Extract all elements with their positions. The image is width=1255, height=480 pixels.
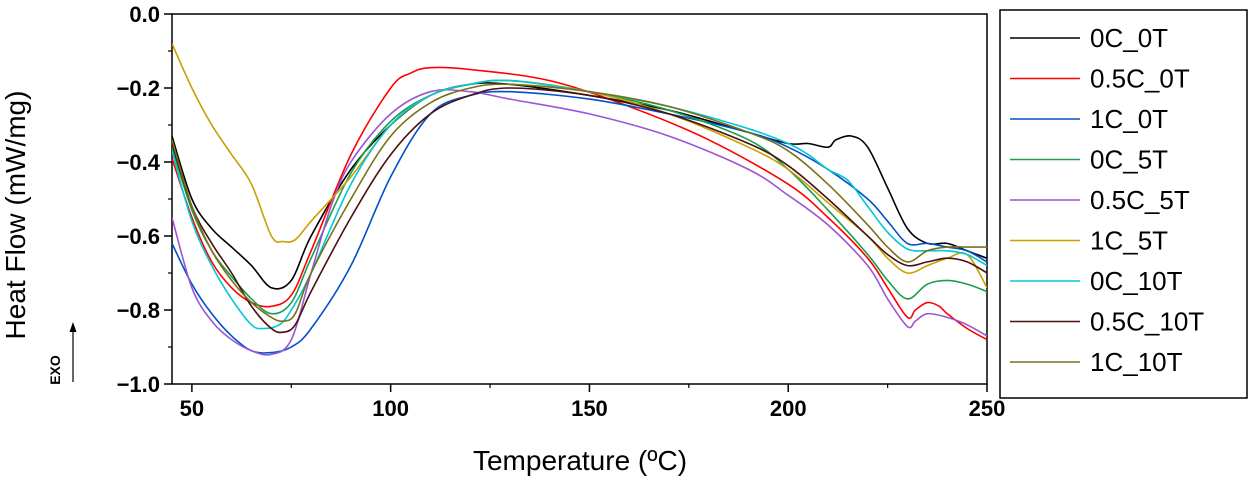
- y-tick-label: 0.0: [129, 2, 160, 27]
- legend-box: [999, 9, 1248, 399]
- y-tick-label: −0.2: [117, 76, 160, 101]
- legend-label: 0C_10T: [1090, 266, 1183, 296]
- y-tick-label: −1.0: [117, 372, 160, 397]
- series-line-1: [172, 66, 987, 341]
- series-line-6: [172, 79, 987, 330]
- series-lines: [172, 43, 987, 356]
- exo-arrow-head-icon: [69, 322, 77, 332]
- y-axis-title: Heat Flow (mW/mg): [0, 91, 31, 340]
- plot-frame: [171, 13, 988, 385]
- y-tick-label: −0.4: [117, 150, 161, 175]
- x-tick-label: 150: [571, 396, 608, 421]
- series-line-7: [172, 87, 987, 334]
- legend-label: 1C_0T: [1090, 104, 1168, 134]
- series-line-8: [172, 83, 987, 323]
- legend-label: 0.5C_0T: [1090, 64, 1190, 94]
- x-tick-label: 100: [372, 396, 409, 421]
- legend-label: 1C_5T: [1090, 226, 1168, 256]
- series-line-4: [172, 88, 987, 356]
- exo-indicator: EXO: [47, 322, 77, 385]
- exo-label: EXO: [47, 355, 63, 385]
- legend-label: 0.5C_10T: [1090, 307, 1204, 337]
- series-line-0: [172, 82, 987, 290]
- x-axis-title: Temperature (ºC): [473, 445, 687, 476]
- legend-label: 1C_10T: [1090, 347, 1183, 377]
- legend: 0C_0T 0.5C_0T 1C_0T 0C_5T 0.5C_5T 1C_5T 0C_10T…: [1010, 23, 1204, 377]
- y-tick-label: −0.8: [117, 298, 160, 323]
- legend-label: 0.5C_5T: [1090, 185, 1190, 215]
- x-tick-label: 50: [180, 396, 204, 421]
- y-axis: 0.0 −0.2 −0.4 −0.6 −0.8 −1.0: [117, 2, 172, 397]
- y-tick-label: −0.6: [117, 224, 160, 249]
- legend-label: 0C_5T: [1090, 145, 1168, 175]
- x-axis: 50 100 150 200 250: [180, 384, 1006, 421]
- legend-label: 0C_0T: [1090, 23, 1168, 53]
- x-tick-label: 250: [969, 396, 1006, 421]
- x-tick-label: 200: [770, 396, 807, 421]
